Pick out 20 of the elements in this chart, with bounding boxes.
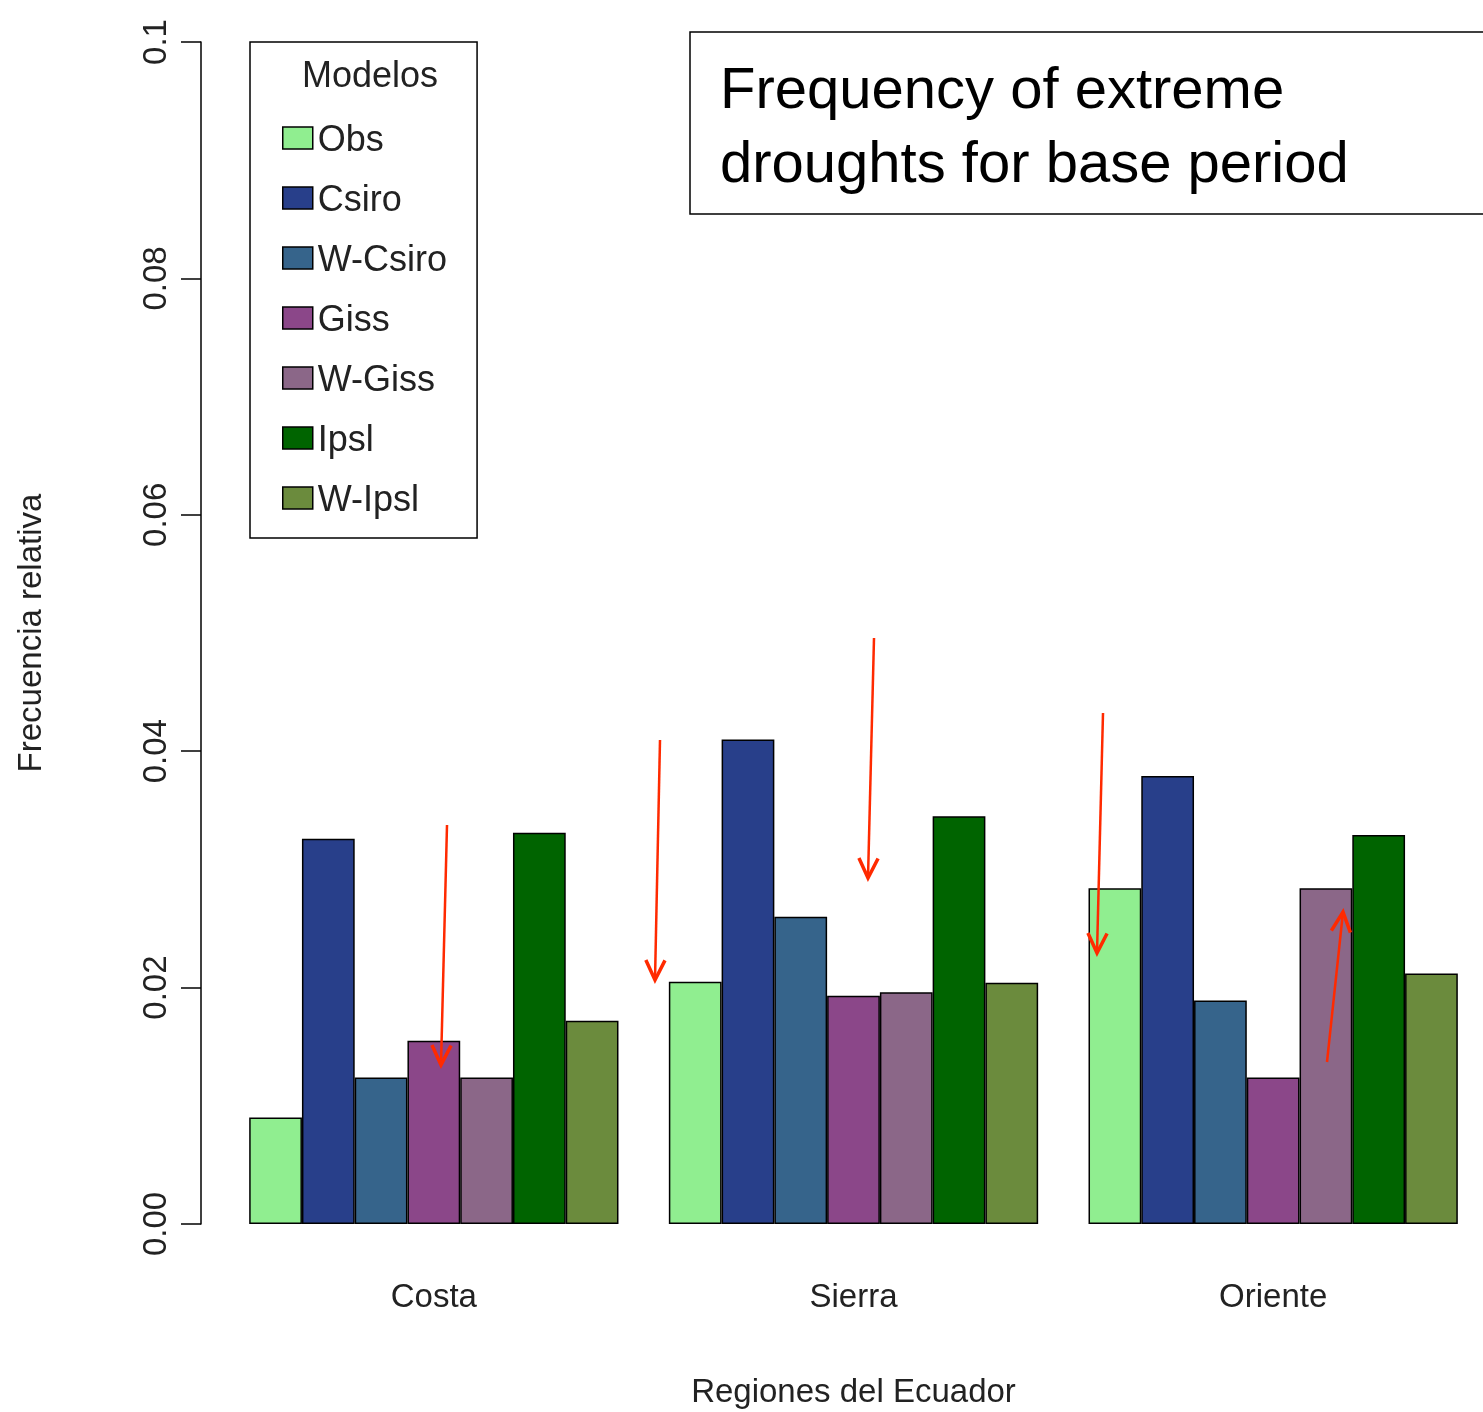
y-tick-label: 0.06 [136,482,173,547]
y-tick-label: 0.00 [136,1191,173,1257]
legend-label: Giss [317,297,390,339]
legend-label: W-Giss [317,357,436,399]
y-tick-label: 0.04 [136,719,173,784]
x-axis-title: Regiones del Ecuador [691,1372,1016,1409]
x-tick-label: Costa [390,1277,478,1314]
x-tick-label: Oriente [1219,1277,1328,1314]
y-tick-label: 0.1 [136,19,173,65]
legend-label: W-Csiro [317,237,448,279]
legend-label: W-Ipsl [317,477,420,519]
y-axis-title: Frecuencia relativa [11,492,48,773]
legend-label: Obs [317,117,384,159]
y-tick-label: 0.02 [136,955,173,1020]
text: Frequency of extreme droughts for base period [720,54,1349,194]
y-tick-label: 0.08 [136,246,173,311]
legend-label: Csiro [317,177,402,219]
x-tick-label: Sierra [809,1277,899,1314]
legend-label: Ipsl [317,417,374,459]
legend-title: Modelos [302,53,439,95]
